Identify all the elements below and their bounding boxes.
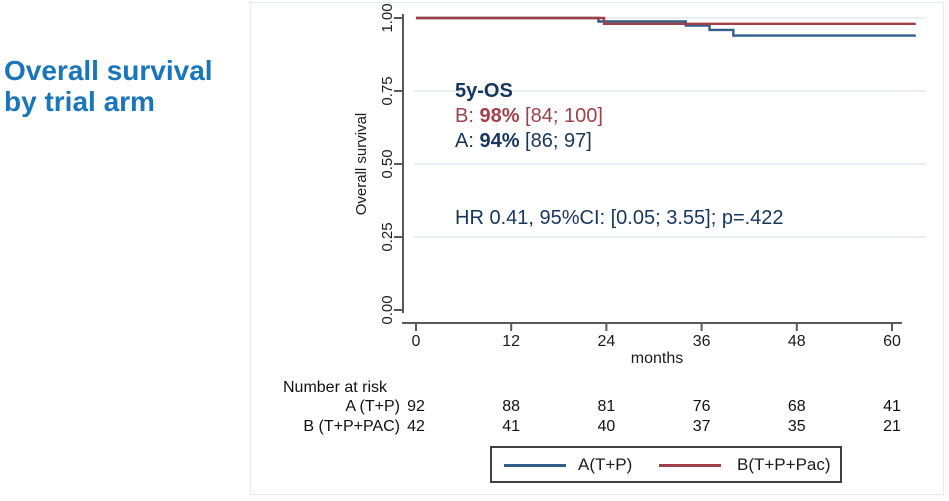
risk-count: 37 <box>692 418 711 435</box>
annotation-5y-os: 5y-OS <box>455 80 513 102</box>
annotation-b-value: 98% <box>479 105 520 127</box>
risk-count: 40 <box>597 418 616 435</box>
risk-count: 21 <box>883 418 901 435</box>
risk-count: 35 <box>787 418 806 435</box>
risk-count: 42 <box>407 418 425 435</box>
legend-line-a <box>504 464 566 467</box>
risk-count: 92 <box>407 398 425 415</box>
risk-count: 76 <box>692 398 711 415</box>
y-tick-label: 0.25 <box>379 222 396 252</box>
risk-count: 41 <box>502 418 521 435</box>
risk-row-a-label: A (T+P) <box>345 398 400 415</box>
x-tick-label: 0 <box>411 333 421 350</box>
y-axis-title: Overall survival <box>353 112 370 216</box>
x-axis-title: months <box>630 350 684 367</box>
risk-row-b-label: B (T+P+PAC) <box>303 418 400 435</box>
risk-count: 88 <box>502 398 521 415</box>
risk-count: 68 <box>787 398 806 415</box>
x-tick-label: 36 <box>692 333 711 350</box>
y-tick-label: 0.75 <box>379 76 396 106</box>
annotation-a-value: 94% <box>479 130 520 152</box>
legend-label-b: B(T+P+Pac) <box>737 455 831 474</box>
legend-label-a: A(T+P) <box>578 455 633 474</box>
annotation-arm-b: B: 98% [84; 100] <box>455 105 603 128</box>
legend-line-b <box>659 464 721 467</box>
risk-table-heading: Number at risk <box>283 379 388 396</box>
x-tick-label: 60 <box>883 333 901 350</box>
chart-panel <box>250 2 944 495</box>
page-title: Overall survival by trial arm <box>4 55 256 118</box>
page-title-line1: Overall survival <box>4 55 213 86</box>
legend: A(T+P) B(T+P+Pac) <box>490 446 842 483</box>
x-tick-label: 48 <box>787 333 806 350</box>
km-curve-b <box>416 16 916 26</box>
x-tick-label: 12 <box>502 333 521 350</box>
x-tick-label: 24 <box>597 333 616 350</box>
risk-count: 41 <box>883 398 901 415</box>
y-tick-label: 0.50 <box>379 149 396 179</box>
annotation-a-ci: [86; 97] <box>519 130 592 152</box>
annotation-a-prefix: A: <box>455 130 480 152</box>
risk-count: 81 <box>597 398 616 415</box>
annotation-arm-a: A: 94% [86; 97] <box>455 130 592 153</box>
annotation-b-prefix: B: <box>455 105 480 127</box>
annotation-b-ci: [84; 100] <box>519 105 603 127</box>
page-title-line2: by trial arm <box>4 86 155 118</box>
y-tick-label: 1.00 <box>379 3 396 33</box>
annotation-hazard-ratio: HR 0.41, 95%CI: [0.05; 3.55]; p=.422 <box>455 207 784 229</box>
y-tick-label: 0.00 <box>379 295 396 325</box>
km-curve-a <box>416 16 916 37</box>
